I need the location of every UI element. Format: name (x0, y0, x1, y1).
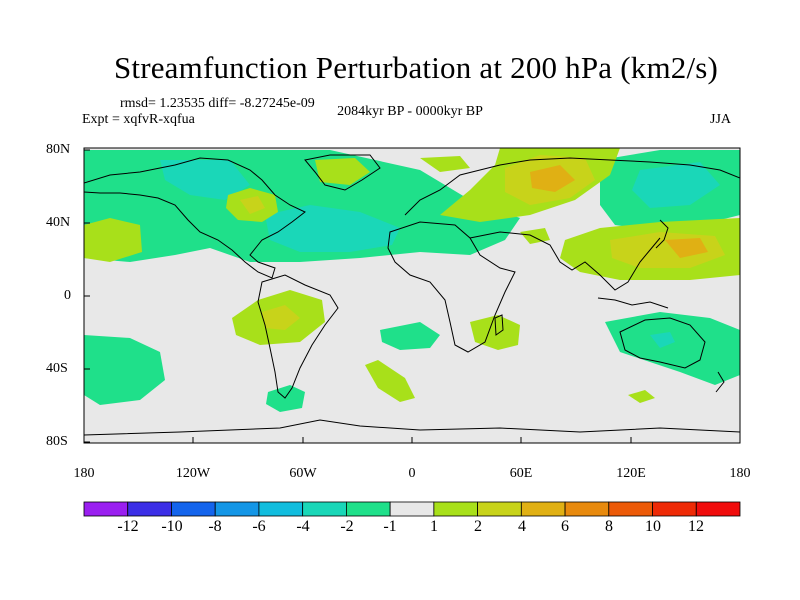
negative-core-canada (160, 160, 250, 200)
colorbar-label-10: 6 (561, 518, 569, 535)
lon-label-180e: 180 (729, 466, 751, 481)
colorbar-label-11: 8 (605, 518, 613, 535)
coastline-new-zealand (715, 371, 725, 393)
colorbar-swatch (433, 501, 479, 517)
positive-peak-eurasia (530, 165, 575, 192)
lat-label-0: 0 (64, 288, 71, 303)
positive-region-arctic-ocean (420, 156, 470, 172)
lat-label-80s: 80S (46, 434, 68, 449)
positive-region-southern-africa (470, 315, 520, 350)
colorbar-swatch (477, 501, 522, 517)
colorbar-swatch (608, 501, 653, 517)
coastline-europe-asia (404, 157, 740, 216)
coastline-australia (619, 317, 706, 369)
negative-region-west-pacific-south (84, 335, 165, 405)
colorbar-swatch (302, 501, 347, 517)
coastlines (84, 154, 740, 436)
colorbar-swatch (389, 501, 435, 517)
colorbar-label-2: -8 (208, 518, 222, 535)
colorbar-label-12: 10 (645, 518, 661, 535)
coastline-south-america (257, 274, 339, 399)
negative-region-south-pacific-band (380, 322, 440, 350)
colorbar-swatch (171, 501, 216, 517)
colorbar-label-8: 2 (474, 518, 482, 535)
colorbar-label-3: -6 (252, 518, 266, 535)
lon-label-60e: 60E (509, 466, 533, 481)
colorbar-swatch (83, 501, 129, 517)
lat-label-80n: 80N (46, 142, 71, 157)
map-field (84, 148, 740, 443)
colorbar-swatch (695, 501, 741, 517)
stats-line: rmsd= 1.23535 diff= -8.27245e-09 (120, 96, 315, 111)
negative-region-south-atlantic (266, 385, 305, 412)
coastline-south-asia (469, 231, 661, 291)
coastline-antarctica (84, 419, 740, 436)
colorbar-swatch (520, 501, 566, 517)
positive-core-north-america (240, 196, 265, 214)
plot-title: Streamfunction Perturbation at 200 hPa (… (113, 50, 719, 85)
season-label: JJA (710, 112, 732, 127)
colorbar-label-1: -10 (161, 518, 183, 535)
positive-region-greenland (315, 158, 370, 185)
negative-region-southwest-pacific (605, 312, 740, 385)
positive-peak-east-asia (665, 238, 708, 258)
lon-label-0: 0 (408, 466, 416, 481)
positive-region-south-atlantic (365, 360, 415, 402)
lon-label-60w: 60W (289, 466, 317, 481)
lon-label-180w: 180 (73, 466, 95, 481)
negative-core-north-pacific (632, 162, 720, 208)
coastline-madagascar (494, 314, 504, 336)
colorbar-swatch (652, 501, 697, 517)
positive-peak-regions (530, 165, 708, 258)
negative-core-australia (650, 332, 675, 348)
colorbar-swatch (127, 501, 172, 517)
coastline-japan (655, 219, 669, 249)
colorbar-label-9: 4 (518, 518, 526, 535)
coastline-north-america (84, 157, 306, 279)
colorbar-swatch (345, 501, 391, 517)
colorbar-label-6: -1 (383, 518, 397, 535)
positive-region-arabia (520, 228, 550, 244)
colorbar-swatch (258, 501, 304, 517)
colorbar-label-13: 12 (688, 518, 704, 535)
colorbar-swatch (564, 501, 610, 517)
colorbar-label-4: -4 (296, 518, 310, 535)
colorbar-swatch (214, 501, 260, 517)
period-label: 2084kyr BP - 0000kyr BP (337, 104, 483, 119)
axis-ticks (83, 149, 741, 443)
positive-region-north-pacific-west (84, 218, 142, 262)
colorbar (83, 501, 741, 517)
positive-region-south-indian (628, 390, 655, 403)
lat-label-40s: 40S (46, 361, 68, 376)
lat-label-40n: 40N (46, 215, 71, 230)
colorbar-label-0: -12 (117, 518, 139, 535)
colorbar-label-7: 1 (430, 518, 438, 535)
lon-label-120e: 120E (616, 466, 646, 481)
colorbar-label-5: -2 (340, 518, 354, 535)
lon-label-120w: 120W (175, 466, 211, 481)
coastline-indonesia (597, 297, 669, 309)
coastline-greenland (304, 154, 381, 191)
experiment-label: Expt = xqfvR-xqfua (82, 112, 195, 127)
positive-core-south-america (262, 305, 300, 330)
